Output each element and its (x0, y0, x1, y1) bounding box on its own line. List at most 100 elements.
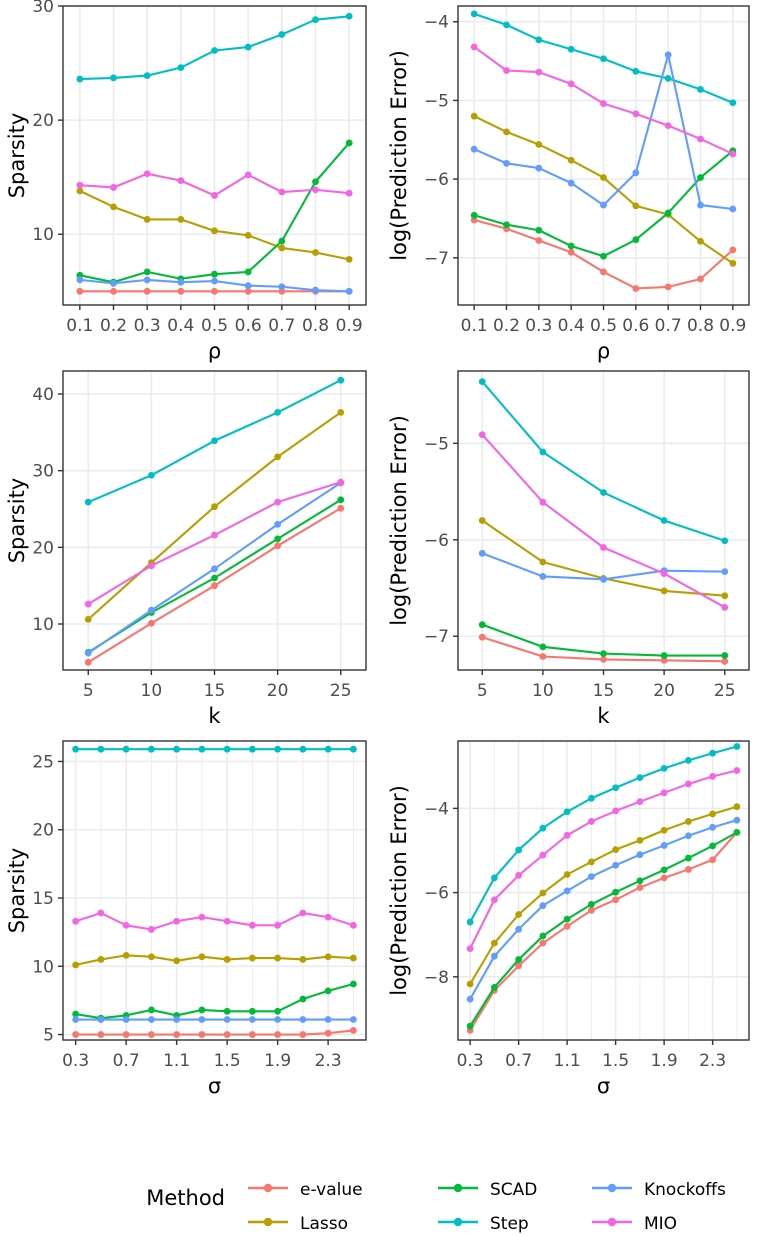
data-point (563, 871, 571, 878)
series-line (469, 769, 738, 950)
x-axis-title: ρ (597, 339, 610, 363)
data-point (490, 896, 498, 904)
legend-marker (453, 1217, 463, 1227)
data-point (143, 287, 151, 295)
data-point (729, 259, 737, 267)
data-point (324, 745, 332, 753)
data-point (587, 858, 595, 866)
data-point (72, 961, 80, 969)
data-point (563, 887, 571, 895)
chart-rho-prediction-error: 0.1 0.2 0.3 0.4 0.5 0.6 0.7 0.8 0.9 −4 −5 −6 −7 ρ log(… (387, 5, 750, 363)
data-point (349, 1027, 357, 1034)
series-step (470, 10, 737, 107)
data-point (345, 287, 353, 295)
data-point (612, 888, 620, 896)
data-point (684, 854, 692, 862)
x-tick-label: 0.1 (66, 316, 93, 336)
data-point (72, 1016, 80, 1023)
x-tick-label: 20 (267, 681, 289, 701)
data-point (76, 276, 84, 284)
series-step (478, 378, 729, 545)
data-point (535, 68, 543, 76)
data-point (587, 901, 595, 908)
series-step (466, 743, 741, 926)
series-line (469, 831, 738, 1032)
data-point (147, 471, 155, 479)
data-point (274, 1016, 282, 1023)
series-lasso (84, 409, 345, 623)
data-point (244, 171, 252, 179)
data-point (563, 922, 571, 930)
data-point (612, 846, 620, 854)
data-point (721, 603, 729, 611)
data-point (345, 12, 353, 20)
y-tick-label: 40 (32, 385, 54, 405)
data-point (223, 1007, 231, 1015)
data-point (490, 952, 498, 960)
data-point (211, 227, 218, 235)
data-point (636, 798, 644, 806)
data-point (110, 203, 117, 211)
data-point (324, 913, 332, 921)
x-tick-label: 0.5 (590, 316, 617, 336)
data-point (198, 1006, 206, 1014)
legend-item-knockoffs[interactable]: Knockoffs (592, 1180, 726, 1200)
data-point (478, 431, 486, 439)
data-point (632, 285, 640, 292)
data-point (697, 201, 704, 209)
data-point (535, 226, 543, 234)
data-point (143, 216, 151, 223)
data-point (709, 842, 717, 850)
data-point (84, 649, 92, 657)
data-point (636, 877, 644, 885)
data-point (515, 925, 523, 933)
data-point (660, 517, 668, 524)
legend-item-mio[interactable]: MIO (592, 1214, 677, 1234)
y-tick-label: 15 (32, 889, 54, 909)
data-point (664, 51, 672, 59)
series-line (469, 831, 738, 1028)
data-point (198, 1031, 206, 1038)
y-tick-label: 20 (32, 821, 54, 841)
legend-item-lasso[interactable]: Lasso (248, 1214, 348, 1234)
y-tick-label: −4 (424, 13, 449, 33)
data-point (535, 237, 543, 244)
series-knockoffs (72, 1016, 357, 1023)
legend-item-step[interactable]: Step (438, 1214, 529, 1234)
y-tick-label: 25 (32, 752, 54, 772)
x-tick-label: 1.9 (651, 1051, 678, 1071)
chart-sigma-prediction-error: 0.3 0.7 1.1 1.5 1.9 2.3 −4 −6 −8 σ log(Prediction … (387, 740, 750, 1098)
data-point (684, 780, 692, 788)
data-point (515, 846, 523, 854)
data-point (612, 896, 620, 904)
data-point (72, 1031, 80, 1038)
data-point (567, 242, 575, 250)
x-tick-label: 25 (330, 681, 352, 701)
data-point (600, 650, 607, 657)
chart-k-prediction-error: 5 10 15 20 25 −5 −6 −7 k log(Prediction Error) (387, 370, 750, 728)
y-tick-label: −8 (424, 968, 449, 988)
data-point (244, 43, 252, 51)
legend-item-scad[interactable]: SCAD (438, 1180, 537, 1200)
data-point (567, 156, 575, 164)
data-point (563, 808, 571, 816)
data-point (211, 270, 218, 278)
data-point (177, 64, 185, 72)
data-point (223, 1031, 231, 1038)
data-point (248, 1016, 256, 1023)
data-point (539, 851, 547, 859)
x-tick-label: 0.1 (461, 316, 488, 336)
data-point (244, 231, 252, 239)
data-point (563, 831, 571, 839)
data-point (709, 823, 717, 831)
data-point (274, 1031, 282, 1038)
data-point (147, 606, 155, 614)
panel-k-prediction-error: 5 10 15 20 25 −5 −6 −7 k log(Prediction Error) (384, 365, 767, 735)
data-point (147, 1006, 155, 1014)
legend-item-e-value[interactable]: e-value (248, 1180, 363, 1200)
data-point (274, 498, 282, 506)
data-point (345, 255, 353, 263)
series-lasso (470, 112, 737, 267)
plot-background (458, 741, 749, 1040)
